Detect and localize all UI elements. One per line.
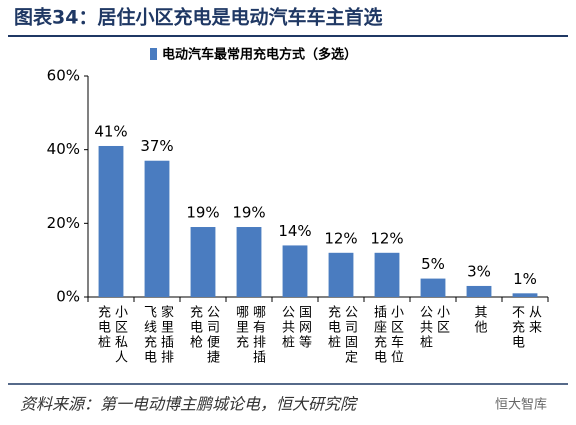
x-tick-label: 其他 bbox=[471, 305, 487, 335]
bar bbox=[466, 285, 492, 297]
value-label: 19% bbox=[186, 204, 219, 222]
y-tick-label: 40% bbox=[47, 140, 80, 158]
chart-title: 图表34：居住小区充电是电动汽车车主首选 bbox=[14, 6, 382, 29]
x-tick-label: 哪有排插 哪里充 bbox=[233, 305, 265, 365]
y-tick-label: 0% bbox=[56, 288, 80, 306]
bar bbox=[98, 145, 124, 297]
bar bbox=[190, 227, 216, 297]
x-tick-label: 国网等 公共桩 bbox=[279, 305, 311, 350]
bar bbox=[282, 245, 308, 297]
value-label: 12% bbox=[370, 229, 403, 247]
bar bbox=[512, 293, 538, 297]
bar bbox=[374, 252, 400, 297]
y-tick-label: 60% bbox=[47, 67, 80, 85]
x-tick-label: 公司固定 充电桩 bbox=[325, 305, 357, 365]
watermark: 恒大智库 bbox=[495, 397, 547, 413]
bar bbox=[328, 252, 354, 297]
x-tick-label: 小区 公共桩 bbox=[417, 305, 449, 350]
legend-label: 电动汽车最常用充电方式（多选） bbox=[162, 47, 357, 63]
x-tick-label: 公司便捷 充电枪 bbox=[187, 305, 219, 365]
value-label: 3% bbox=[467, 262, 491, 280]
value-label: 12% bbox=[324, 229, 357, 247]
bar bbox=[236, 227, 262, 297]
legend-swatch bbox=[150, 48, 157, 60]
x-tick-label: 从来 不充电 bbox=[509, 305, 541, 350]
x-tick-label: 家里插排 飞线充电 bbox=[141, 305, 173, 365]
value-label: 19% bbox=[232, 204, 265, 222]
y-tick-label: 20% bbox=[47, 214, 80, 232]
x-tick-label: 小区私人 充电桩 bbox=[95, 305, 127, 365]
source: 资料来源：第一电动博主鹏城论电，恒大研究院 bbox=[20, 395, 359, 414]
value-label: 1% bbox=[513, 270, 537, 288]
bar bbox=[144, 160, 170, 297]
value-label: 37% bbox=[140, 137, 173, 155]
value-label: 41% bbox=[94, 122, 127, 140]
value-label: 14% bbox=[278, 222, 311, 240]
x-tick-label: 小区车位 插座充电 bbox=[371, 305, 403, 365]
value-label: 5% bbox=[421, 255, 445, 273]
bar bbox=[420, 278, 446, 297]
